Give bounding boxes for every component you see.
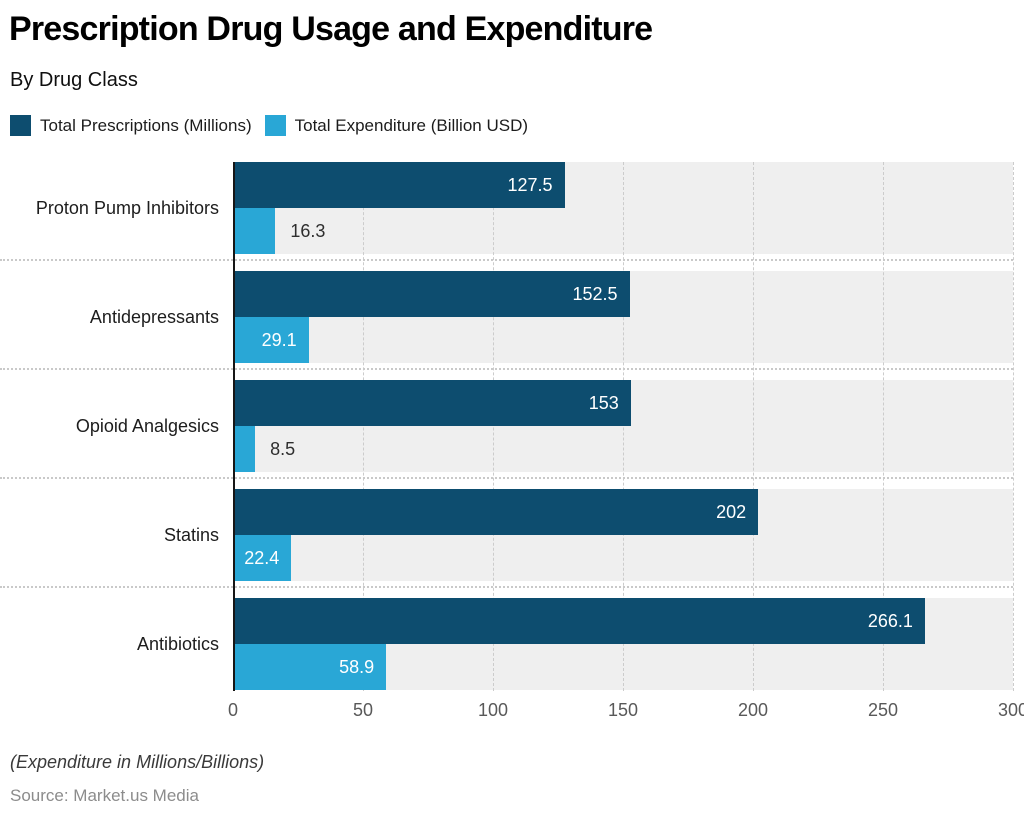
bar-chart: Proton Pump Inhibitors 127.5 16.3 Antidepre… [0, 160, 1024, 705]
value-label: 266.1 [867, 611, 913, 631]
value-label: 29.1 [261, 330, 297, 350]
prescriptions-bar: 202 [233, 489, 759, 535]
category-band: 266.1 58.9 [233, 598, 1013, 690]
x-axis-tick-label: 0 [227, 700, 239, 720]
source-credit: Source: Market.us Media [10, 786, 199, 805]
x-axis: 0 50 100 150 200 250 300 [228, 700, 1024, 724]
chart-subtitle: By Drug Class [10, 69, 138, 91]
expenditure-bar: 16.3 [233, 208, 325, 254]
x-axis-tick-label: 150 [607, 700, 639, 720]
legend: Total Prescriptions (Millions) Total Exp… [10, 115, 528, 136]
x-axis-tick-label: 300 [997, 700, 1024, 720]
prescriptions-swatch-icon [10, 115, 31, 136]
x-axis-tick-label: 200 [737, 700, 769, 720]
x-axis-tick-label: 250 [867, 700, 899, 720]
expenditure-bar: 8.5 [233, 426, 295, 472]
expenditure-bar: 29.1 [233, 317, 309, 363]
category-label: Proton Pump Inhibitors [35, 197, 219, 218]
category-band: 153 8.5 [233, 380, 1013, 472]
value-label: 152.5 [572, 284, 618, 304]
value-label: 22.4 [244, 548, 280, 568]
legend-item-prescriptions: Total Prescriptions (Millions) [10, 115, 252, 136]
chart-row: Statins 202 22.4 [0, 487, 1024, 596]
legend-label: Total Expenditure (Billion USD) [294, 115, 529, 135]
category-label: Antibiotics [136, 633, 219, 654]
row-separator [0, 368, 1013, 370]
prescriptions-bar: 153 [233, 380, 631, 426]
value-label: 8.5 [270, 439, 296, 459]
expenditure-swatch-icon [264, 115, 286, 136]
category-label: Opioid Analgesics [75, 415, 219, 436]
prescriptions-bar: 152.5 [233, 271, 630, 317]
value-label: 153 [588, 393, 619, 413]
x-axis-tick-label: 100 [477, 700, 509, 720]
category-band: 127.5 16.3 [233, 162, 1013, 254]
expenditure-bar: 22.4 [233, 535, 292, 581]
value-label: 16.3 [290, 221, 326, 241]
category-band: 202 22.4 [233, 489, 1013, 581]
legend-label: Total Prescriptions (Millions) [40, 115, 252, 135]
chart-row: Proton Pump Inhibitors 127.5 16.3 [0, 160, 1024, 269]
chart-row: Opioid Analgesics 153 8.5 [0, 378, 1024, 487]
value-label: 202 [716, 502, 747, 522]
category-band: 152.5 29.1 [233, 271, 1013, 363]
row-separator [0, 477, 1013, 479]
row-separator [0, 586, 1013, 588]
value-label: 58.9 [339, 657, 375, 677]
expenditure-bar: 58.9 [233, 644, 387, 690]
chart-row: Antibiotics 266.1 58.9 [0, 596, 1024, 705]
legend-item-expenditure: Total Expenditure (Billion USD) [264, 115, 529, 136]
category-label: Antidepressants [89, 306, 219, 327]
chart-title: Prescription Drug Usage and Expenditure [9, 10, 653, 48]
row-separator [0, 259, 1013, 261]
value-label: 127.5 [507, 175, 553, 195]
category-label: Statins [163, 524, 219, 545]
chart-footnote: (Expenditure in Millions/Billions) [10, 752, 265, 772]
chart-rows: Proton Pump Inhibitors 127.5 16.3 Antidepre… [0, 160, 1024, 705]
x-axis-tick-label: 50 [352, 700, 373, 720]
prescriptions-bar: 127.5 [233, 162, 565, 208]
chart-row: Antidepressants 152.5 29.1 [0, 269, 1024, 378]
y-axis-line [233, 162, 235, 691]
prescriptions-bar: 266.1 [233, 598, 925, 644]
